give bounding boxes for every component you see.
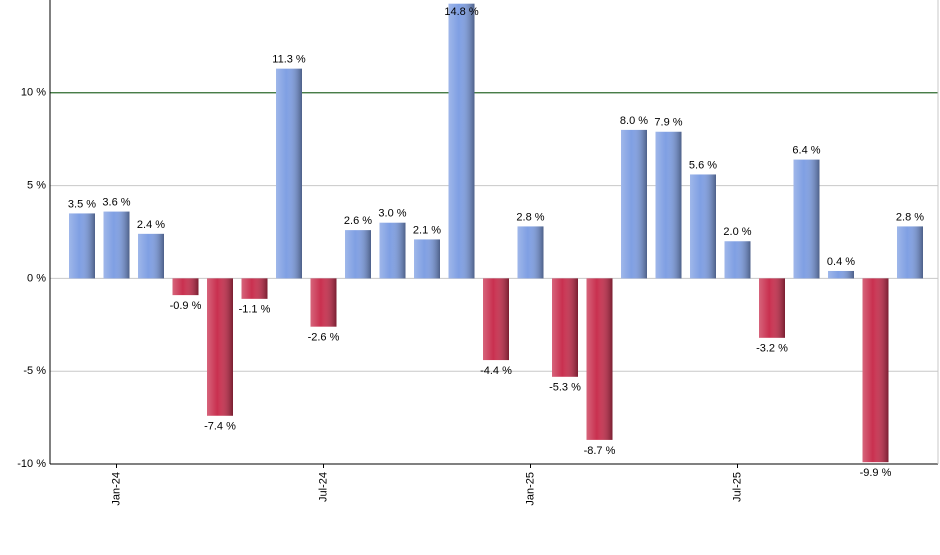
bar — [379, 222, 406, 279]
value-label: 2.8 % — [896, 211, 924, 223]
y-tick-label: -10 % — [17, 458, 46, 470]
bar — [448, 3, 475, 279]
value-label: 5.6 % — [689, 159, 717, 171]
value-label: -3.2 % — [756, 343, 788, 355]
bar — [207, 278, 233, 416]
y-tick-label: 10 % — [21, 87, 46, 99]
bar — [172, 278, 199, 296]
value-label: 8.0 % — [620, 115, 648, 127]
value-label: 2.8 % — [516, 211, 544, 223]
y-tick-label: -5 % — [23, 365, 46, 377]
bar — [793, 159, 820, 279]
y-tick-label: 5 % — [27, 180, 46, 192]
bar — [310, 278, 337, 327]
value-label: -4.4 % — [480, 365, 512, 377]
value-label: -2.6 % — [308, 332, 340, 344]
value-label: -1.1 % — [239, 304, 271, 316]
value-label: 11.3 % — [272, 54, 306, 66]
bar — [276, 68, 302, 279]
value-label: 2.4 % — [137, 219, 165, 231]
value-label: -7.4 % — [204, 421, 236, 433]
bar — [759, 278, 785, 338]
value-label: 7.9 % — [654, 117, 682, 129]
bar — [414, 239, 440, 279]
value-label: 0.4 % — [827, 256, 855, 268]
bar — [483, 278, 509, 361]
value-label: -9.9 % — [860, 467, 892, 479]
x-tick-label: Jan-24 — [110, 472, 122, 506]
bar — [345, 230, 371, 279]
bar — [690, 174, 716, 279]
bar — [552, 278, 578, 377]
bar — [621, 129, 647, 279]
bar — [724, 241, 751, 279]
value-label: 3.5 % — [68, 198, 96, 210]
bar — [138, 233, 164, 279]
value-label: -0.9 % — [170, 300, 202, 312]
value-label: 6.4 % — [792, 145, 820, 157]
value-label: 2.0 % — [723, 226, 751, 238]
value-label: 2.1 % — [413, 224, 441, 236]
bar — [241, 278, 268, 299]
x-tick-label: Jul-25 — [731, 472, 743, 502]
bar — [517, 226, 544, 279]
bar — [897, 226, 923, 279]
bar — [828, 270, 854, 279]
value-label: 2.6 % — [344, 215, 372, 227]
bar — [69, 213, 95, 279]
x-tick-label: Jan-25 — [524, 472, 536, 506]
value-label: 3.6 % — [102, 196, 130, 208]
x-tick-label: Jul-24 — [317, 472, 329, 502]
bar — [586, 278, 613, 440]
bar — [103, 211, 130, 279]
value-label: -8.7 % — [584, 445, 616, 457]
y-tick-label: 0 % — [27, 272, 46, 284]
value-label: -5.3 % — [549, 382, 581, 394]
value-label: 14.8 % — [444, 6, 478, 18]
bar — [862, 278, 889, 463]
value-label: 3.0 % — [378, 208, 406, 220]
bar — [655, 131, 682, 279]
